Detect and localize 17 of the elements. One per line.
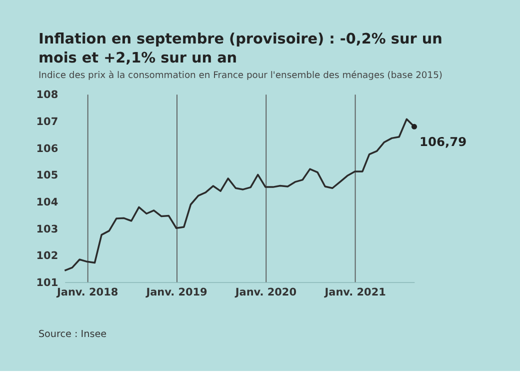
- x-tick-label: Janv. 2020: [234, 286, 296, 299]
- source-note: Source : Insee: [38, 329, 107, 340]
- x-tick-label: Janv. 2018: [56, 286, 118, 299]
- text: mois et +2,1% sur un an: [38, 50, 238, 67]
- x-tick-label: Janv. 2021: [324, 286, 386, 299]
- x-tick-label: Janv. 2019: [145, 286, 208, 299]
- text: Inflation en septembre (provisoire) : -0,2% sur un: [38, 31, 442, 48]
- y-tick-label: 105: [36, 170, 58, 182]
- y-tick-label: 104: [36, 196, 58, 208]
- annotation: 106,79: [419, 134, 467, 149]
- y-tick-label: 102: [36, 250, 58, 262]
- y-tick-label: 101: [36, 277, 58, 290]
- y-tick-label: 106: [36, 142, 58, 155]
- chart-subtitle: Indice des prix à la consommation en France pour l'ensemble des ménages (base 2015): [38, 70, 442, 82]
- y-tick-label: 108: [36, 89, 58, 102]
- y-tick-label: 103: [36, 223, 58, 236]
- y-tick-label: 107: [36, 116, 58, 128]
